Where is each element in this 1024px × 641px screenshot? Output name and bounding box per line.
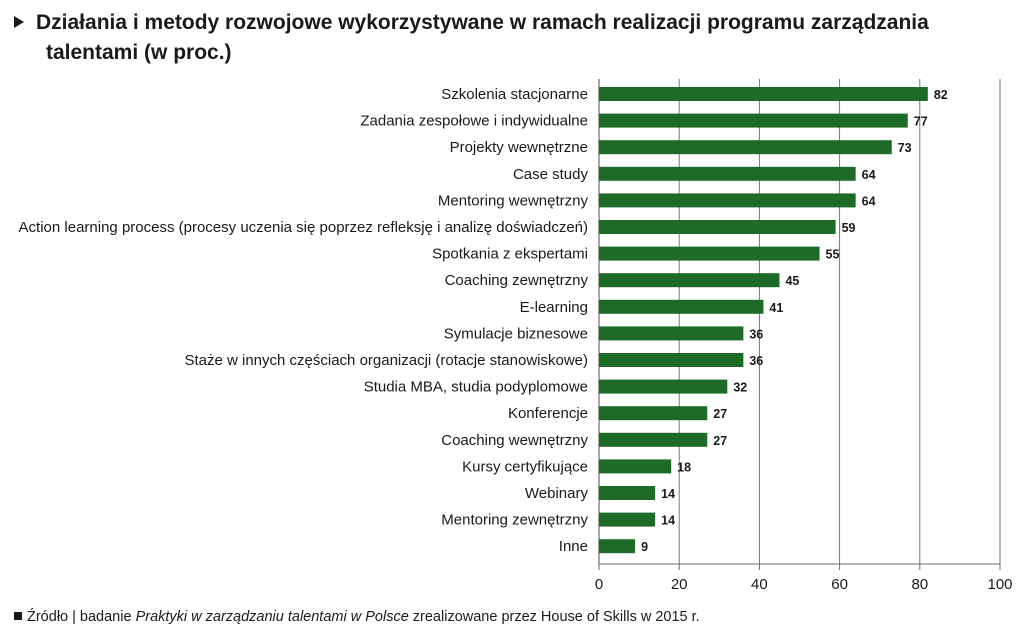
category-label: Konferencje <box>508 405 588 422</box>
square-bullet-icon <box>14 612 22 620</box>
bar <box>599 406 708 421</box>
category-label: Szkolenia stacjonarne <box>441 86 588 103</box>
value-label: 82 <box>934 88 948 102</box>
bar <box>599 459 672 474</box>
bar <box>599 166 856 181</box>
x-tick-label: 40 <box>751 576 768 593</box>
x-tick-label: 0 <box>595 576 603 593</box>
bar <box>599 539 636 554</box>
category-label: Coaching wewnętrzny <box>441 432 588 449</box>
value-label: 14 <box>661 487 675 501</box>
bar-chart: 0 20 40 60 80 100 Szkolenia stacjonarne 82 Zadan… <box>19 79 1013 593</box>
bar <box>599 432 708 447</box>
category-label: Action learning process (procesy uczenia… <box>19 219 588 236</box>
bar <box>599 220 836 234</box>
bar <box>599 140 892 155</box>
value-label: 36 <box>749 354 763 368</box>
value-label: 45 <box>785 274 799 288</box>
bar <box>599 379 728 394</box>
category-label: Webinary <box>525 485 589 502</box>
category-label: Symulacje biznesowe <box>444 325 588 342</box>
value-label: 77 <box>914 115 928 129</box>
category-label: Coaching zewnętrzny <box>445 272 589 289</box>
source-note: Źródło | badanie Praktyki w zarządzaniu … <box>14 609 700 625</box>
value-label: 36 <box>749 327 763 341</box>
bar <box>599 87 928 101</box>
category-label: Case study <box>513 166 589 183</box>
source-title: Praktyki w zarządzaniu talentami w Polsc… <box>135 609 409 625</box>
chart-title-line2: talentami (w proc.) <box>46 41 232 64</box>
category-label: Mentoring wewnętrzny <box>438 192 589 209</box>
value-label: 73 <box>898 141 912 155</box>
value-label: 18 <box>677 460 691 474</box>
bar <box>599 113 908 128</box>
x-tick-label: 100 <box>987 576 1012 593</box>
bar <box>599 193 856 208</box>
value-label: 59 <box>842 221 856 235</box>
chart-title-line1: Działania i metody rozwojowe wykorzystyw… <box>36 11 929 34</box>
bar <box>599 512 656 527</box>
triangle-bullet-icon <box>14 16 24 28</box>
bar <box>599 326 744 341</box>
category-label: Spotkania z ekspertami <box>432 246 588 263</box>
bar <box>599 486 656 500</box>
bar <box>599 299 764 314</box>
value-label: 41 <box>769 301 783 315</box>
value-label: 14 <box>661 514 675 528</box>
bar <box>599 273 780 288</box>
value-label: 9 <box>641 540 648 554</box>
category-label: Inne <box>559 538 588 555</box>
value-label: 64 <box>862 194 876 208</box>
category-label: Mentoring zewnętrzny <box>441 512 588 529</box>
x-tick-label: 20 <box>671 576 688 593</box>
category-label: Zadania zespołowe i indywidualne <box>360 113 588 130</box>
value-label: 64 <box>862 168 876 182</box>
bar <box>599 246 820 261</box>
value-label: 27 <box>713 407 727 421</box>
category-label: Projekty wewnętrzne <box>450 139 588 156</box>
value-label: 27 <box>713 434 727 448</box>
value-label: 55 <box>826 248 840 262</box>
x-tick-label: 60 <box>831 576 848 593</box>
value-label: 32 <box>733 381 747 395</box>
x-tick-label: 80 <box>911 576 928 593</box>
category-label: Staże w innych częściach organizacji (ro… <box>184 352 588 369</box>
bar <box>599 353 744 367</box>
source-suffix: zrealizowane przez House of Skills w 201… <box>408 609 700 625</box>
chart-title: Działania i metody rozwojowe wykorzystyw… <box>14 8 1014 68</box>
category-label: Studia MBA, studia podyplomowe <box>364 379 588 396</box>
category-label: E-learning <box>520 299 588 316</box>
source-prefix: Źródło | badanie <box>27 609 136 625</box>
category-label: Kursy certyfikujące <box>462 458 588 475</box>
